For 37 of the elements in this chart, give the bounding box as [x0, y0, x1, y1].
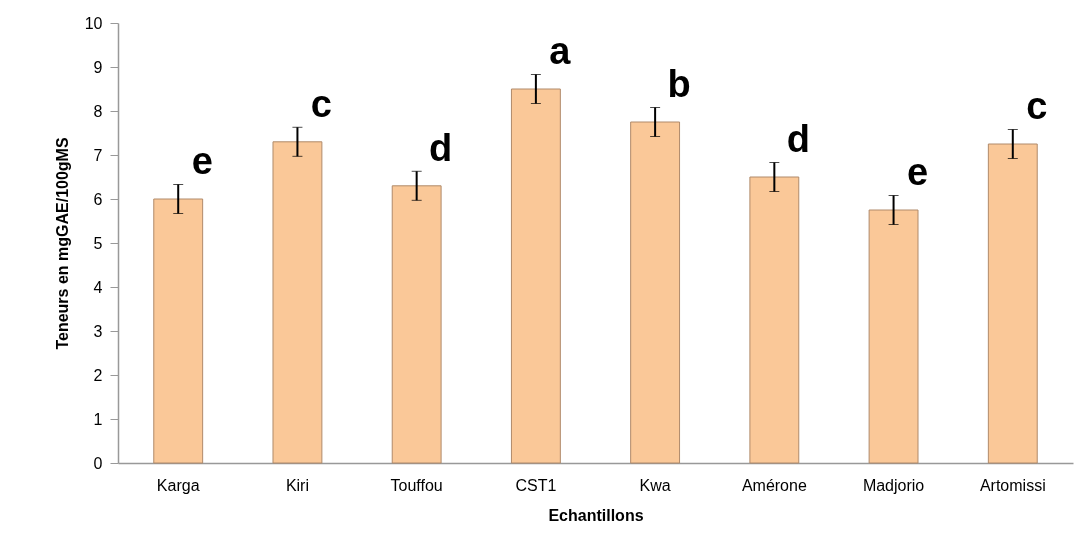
bar	[630, 121, 681, 464]
bar	[153, 198, 204, 464]
y-tick-label: 1	[93, 410, 103, 428]
bar	[987, 143, 1038, 464]
annotation: c	[1026, 85, 1048, 128]
y-tick-label: 2	[93, 366, 103, 384]
y-axis-title: Teneurs en mgGAE/100gMS	[53, 137, 71, 350]
bar	[749, 176, 800, 464]
y-tick-label: 7	[93, 146, 103, 164]
bar	[510, 88, 561, 464]
bar	[868, 209, 919, 464]
x-tick-label: Amérone	[741, 476, 807, 494]
y-tick-label: 3	[93, 322, 103, 340]
bar	[391, 185, 442, 464]
x-tick-label: Kwa	[639, 476, 671, 494]
y-tick-label: 8	[93, 102, 103, 120]
annotation: e	[191, 140, 213, 183]
y-tick-label: 10	[84, 14, 103, 32]
annotation: d	[429, 127, 453, 170]
x-tick-label: CST1	[515, 476, 557, 494]
annotation: a	[549, 30, 572, 73]
x-tick-label: Touffou	[390, 476, 443, 494]
x-tick-label: Artomissi	[979, 476, 1046, 494]
x-tick-label: Kiri	[285, 476, 309, 494]
x-tick-label: Karga	[156, 476, 200, 494]
y-tick-label: 0	[93, 454, 103, 472]
x-tick-label: Madjorio	[862, 476, 925, 494]
y-tick-label: 4	[93, 278, 103, 296]
annotation: e	[906, 151, 929, 194]
y-tick-label: 9	[93, 58, 103, 76]
y-tick-label: 5	[93, 234, 103, 252]
y-tick-label: 6	[93, 190, 103, 208]
bar	[272, 141, 323, 464]
annotation: c	[310, 83, 333, 126]
annotation: d	[786, 118, 810, 161]
annotation: b	[667, 63, 691, 106]
x-axis-title: Echantillons	[548, 506, 644, 524]
